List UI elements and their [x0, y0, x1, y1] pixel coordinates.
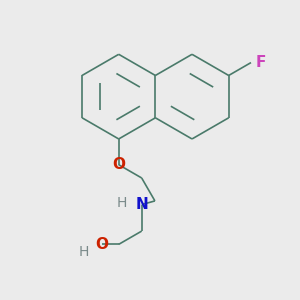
Text: O: O [112, 157, 125, 172]
Text: O: O [96, 237, 109, 252]
Text: H: H [79, 245, 89, 259]
Text: F: F [255, 55, 266, 70]
Text: N: N [135, 197, 148, 212]
Text: H: H [116, 196, 127, 210]
